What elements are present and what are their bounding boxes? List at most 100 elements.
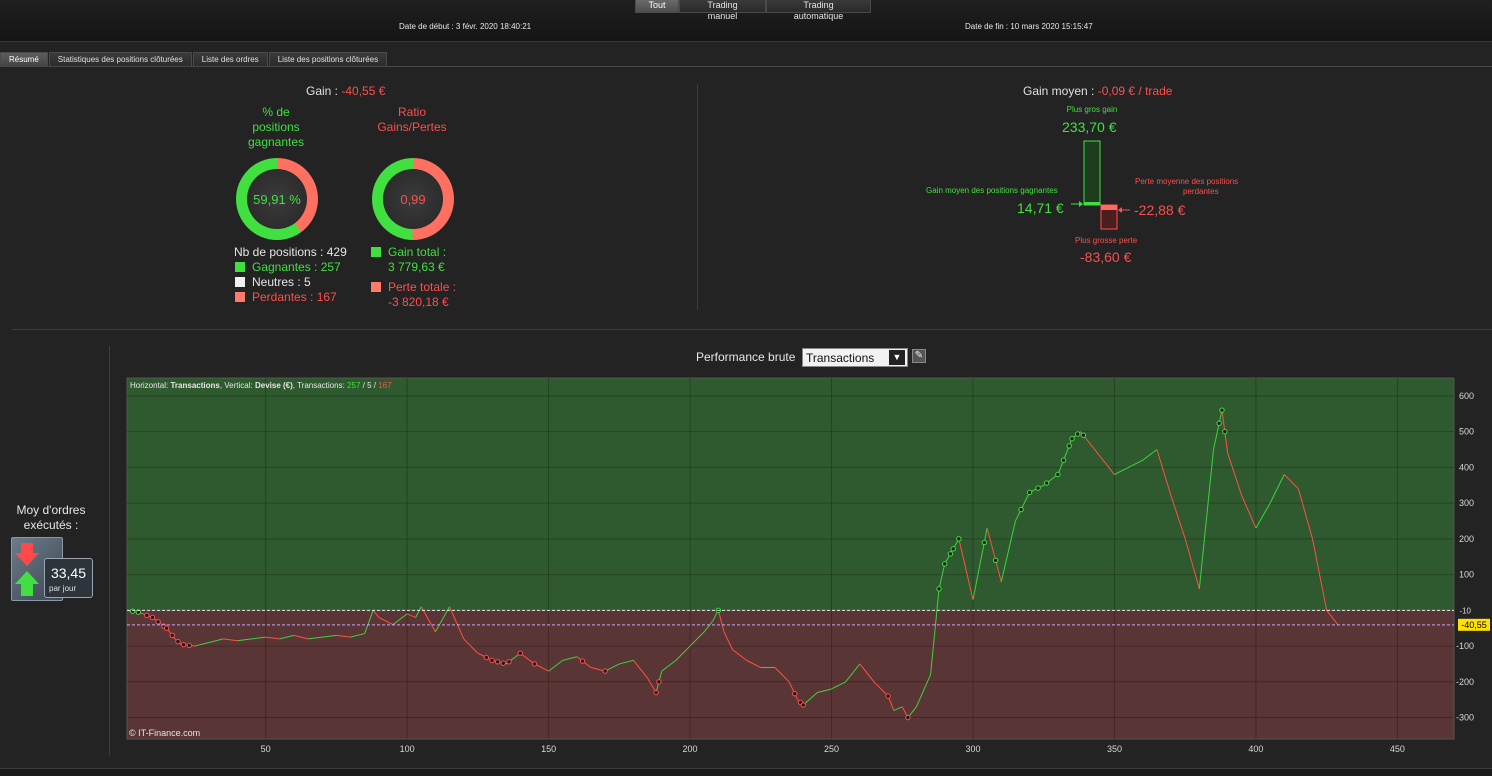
- series-segment: [802, 692, 818, 706]
- gain-total-label: Gain total :: [388, 245, 447, 259]
- y-tick-label: 200: [1459, 534, 1474, 544]
- marker-up: [1018, 506, 1024, 513]
- series-segment: [1255, 502, 1271, 529]
- marker-down: [180, 641, 187, 648]
- chevron-down-icon: ▼: [889, 350, 905, 365]
- series-segment: [1099, 456, 1115, 475]
- series-segment: [322, 634, 337, 638]
- tab-trading-manuel[interactable]: Trading manuel: [679, 0, 766, 21]
- marker-up: [1216, 420, 1222, 426]
- gain-moyen-row: Gain moyen : -0,09 € / trade: [1023, 84, 1172, 98]
- y-tick-label: 600: [1459, 391, 1474, 401]
- marker-down: [500, 660, 507, 666]
- series-segment: [1283, 474, 1299, 490]
- series-segment: [859, 663, 875, 683]
- wrench-icon[interactable]: ✎: [912, 349, 926, 363]
- perte-totale-value: -3 820,18 €: [388, 295, 449, 309]
- tab-stats-positions[interactable]: Statistiques des positions clôturées: [48, 52, 192, 66]
- tab-liste-positions[interactable]: Liste des positions clôturées: [268, 52, 388, 66]
- marker-down: [800, 702, 806, 708]
- series-segment: [732, 649, 747, 661]
- series-segment: [1000, 520, 1016, 582]
- marker-up: [1066, 443, 1072, 449]
- chart-header: Horizontal: Transactions, Vertical: Devi…: [130, 381, 392, 390]
- tab-liste-ordres[interactable]: Liste des ordres: [192, 52, 268, 66]
- perte-moyenne-line1: Perte moyenne des positions: [1135, 177, 1239, 186]
- pct-winning-value: 59,91 %: [247, 169, 307, 229]
- x-tick-label: 150: [541, 744, 556, 754]
- x-tick-label: 300: [965, 744, 980, 754]
- marker-down: [602, 668, 608, 674]
- bottom-bar: [0, 768, 1492, 776]
- series-segment: [350, 633, 365, 638]
- header-sep1: /: [360, 381, 367, 390]
- marker-up: [1043, 480, 1050, 486]
- header-h: Transactions: [170, 381, 220, 390]
- series-segment: [893, 706, 903, 711]
- series-segment: [336, 634, 351, 638]
- marker-down: [163, 625, 170, 631]
- header-g: 257: [347, 381, 361, 390]
- series-segment: [938, 563, 946, 589]
- horizontal-divider: [12, 329, 1492, 330]
- orders-label-line2: exécutés :: [23, 518, 79, 532]
- perf-mode-select[interactable]: Transactions ▼: [802, 348, 908, 367]
- mode-segmented-control: Tout Trading manuel Trading automatique: [635, 0, 871, 21]
- marker-down: [656, 679, 662, 685]
- plus-grosse-perte-value: -83,60 €: [1080, 249, 1132, 265]
- green-swatch: [370, 246, 382, 258]
- zero-value-label: -10: [1459, 606, 1471, 615]
- positive-area: [126, 377, 1455, 611]
- series-segment: [562, 656, 578, 661]
- red-swatch: [234, 291, 246, 303]
- marker-down: [517, 650, 523, 656]
- series-segment: [308, 636, 323, 640]
- marker-down: [579, 658, 586, 664]
- gain-row: Gain : -40,55 €: [306, 84, 385, 98]
- header-v: Devise (€): [255, 381, 293, 390]
- marker-up: [950, 546, 956, 552]
- series-segment: [703, 620, 714, 633]
- series-segment: [817, 688, 832, 694]
- up-down-arrows-icon: [15, 543, 39, 596]
- section-tabs: Résumé Statistiques des positions clôtur…: [0, 52, 388, 66]
- series-segment: [1312, 538, 1328, 611]
- marker-down: [885, 693, 891, 699]
- tab-resume[interactable]: Résumé: [0, 52, 48, 66]
- plus-gros-gain-label: Plus gros gain: [1066, 105, 1118, 114]
- marker-up: [936, 586, 942, 592]
- marker-up: [942, 561, 948, 567]
- series-segment: [1114, 466, 1129, 475]
- header-prefix: Horizontal:: [130, 381, 168, 390]
- series-segment: [633, 660, 649, 679]
- red-swatch: [370, 281, 382, 293]
- gain-value: -40,55 €: [341, 84, 386, 98]
- series-segment: [915, 674, 932, 708]
- series-segment: [420, 606, 436, 633]
- tab-trading-automatique[interactable]: Trading automatique: [766, 0, 871, 21]
- white-swatch: [234, 276, 246, 288]
- marker-down: [905, 714, 911, 721]
- series-segment: [1184, 538, 1200, 590]
- gain-moyen-pos-value: 14,71 €: [1017, 200, 1064, 216]
- series-segment: [519, 652, 535, 665]
- gain-moyen-value: -0,09 € / trade: [1097, 84, 1173, 98]
- series-segment: [958, 538, 974, 600]
- series-segment: [1227, 452, 1243, 497]
- series-segment: [944, 538, 960, 565]
- series-segment: [689, 631, 705, 647]
- marker-up: [947, 551, 954, 557]
- x-tick-label: 200: [683, 744, 698, 754]
- perte-moyenne-value: -22,88 €: [1134, 202, 1186, 218]
- y-tick-label: -300: [1456, 713, 1474, 723]
- start-date: Date de début : 3 févr. 2020 18:40:21: [399, 22, 532, 31]
- tab-tout[interactable]: Tout: [635, 0, 679, 13]
- x-tick-label: 400: [1248, 744, 1263, 754]
- series-segment: [1170, 495, 1186, 539]
- marker-down: [149, 614, 156, 621]
- series-segment: [675, 645, 691, 661]
- orders-label: Moy d'ordres exécutés :: [8, 503, 94, 533]
- header-tr: , Transactions:: [293, 381, 345, 390]
- series-segment: [251, 636, 266, 640]
- series-segment: [449, 606, 465, 640]
